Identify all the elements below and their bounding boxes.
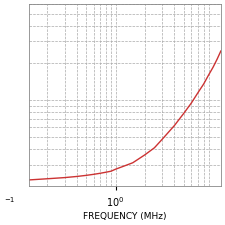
Text: $^{-1}$: $^{-1}$ [4,198,16,208]
X-axis label: FREQUENCY (MHz): FREQUENCY (MHz) [83,212,167,221]
